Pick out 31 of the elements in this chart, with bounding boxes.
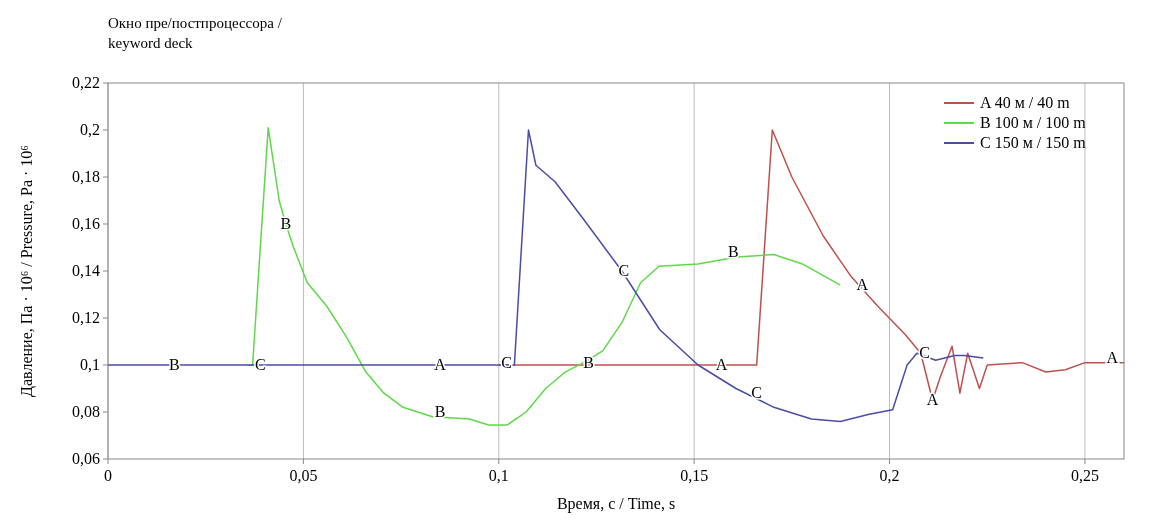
- annotation: B: [727, 243, 739, 261]
- y-tick-label: 0,2: [80, 121, 100, 138]
- y-tick-label: 0,22: [72, 74, 100, 91]
- annotation: A: [856, 276, 869, 294]
- y-tick-label: 0,08: [72, 403, 100, 420]
- annotation: C: [255, 356, 266, 373]
- x-tick-label: 0,1: [488, 467, 509, 484]
- y-axis-title: Давление, Па · 10⁶ / Pressure, Pa · 10⁶: [18, 145, 36, 397]
- annotation: A: [715, 356, 728, 373]
- annotation: B: [434, 403, 446, 420]
- annotation: A: [1106, 348, 1119, 366]
- x-tick-label: 0: [104, 467, 112, 484]
- y-tick-label: 0,18: [72, 168, 100, 185]
- x-tick-label: 0,2: [879, 467, 900, 484]
- y-tick-label: 0,1: [80, 356, 100, 373]
- y-tick-label: 0,16: [72, 215, 100, 232]
- legend-label: A 40 м / 40 m: [980, 94, 1071, 111]
- annotation: A: [926, 391, 939, 409]
- x-tick-label: 0,15: [680, 467, 709, 484]
- x-tick-label: 0,05: [289, 467, 318, 484]
- x-tick-label: 0,25: [1070, 467, 1099, 484]
- x-axis-title: Время, с / Time, s: [556, 495, 676, 513]
- y-tick-label: 0,06: [72, 450, 100, 467]
- chart-title: Окно пре/постпроцессора / keyword deck: [108, 15, 283, 51]
- legend-label: B 100 м / 100 m: [980, 114, 1087, 131]
- legend-label: C 150 м / 150 m: [980, 134, 1087, 151]
- annotation: B: [169, 356, 180, 373]
- y-tick-label: 0,12: [72, 309, 100, 326]
- y-tick-label: 0,14: [72, 262, 100, 279]
- annotation: A: [434, 356, 447, 373]
- annotation: C: [751, 384, 763, 402]
